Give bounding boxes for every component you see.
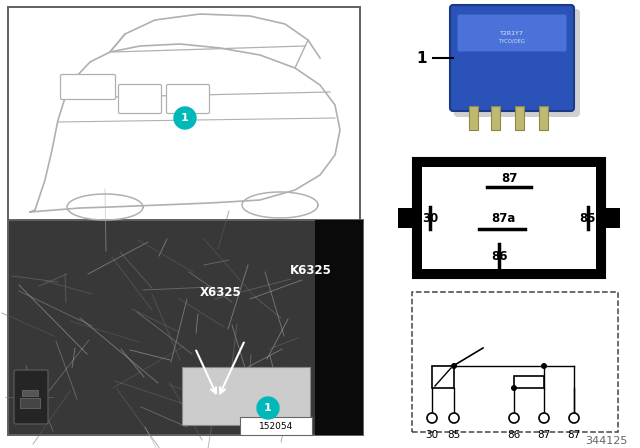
Circle shape xyxy=(449,413,459,423)
Text: 30: 30 xyxy=(426,430,438,440)
Bar xyxy=(8,220,363,435)
FancyBboxPatch shape xyxy=(457,14,567,52)
FancyBboxPatch shape xyxy=(450,5,574,111)
Text: 85: 85 xyxy=(580,211,596,224)
Text: 86: 86 xyxy=(491,250,508,263)
FancyBboxPatch shape xyxy=(166,85,209,113)
Bar xyxy=(398,208,413,228)
Text: TYCO/OEG: TYCO/OEG xyxy=(499,39,525,43)
Bar xyxy=(22,390,38,396)
Text: 87a: 87a xyxy=(491,211,515,224)
Text: 87: 87 xyxy=(568,430,580,440)
Text: 152054: 152054 xyxy=(259,422,293,431)
Bar xyxy=(491,106,500,130)
Bar xyxy=(8,7,360,222)
Text: 87: 87 xyxy=(501,172,517,185)
Circle shape xyxy=(509,413,519,423)
Text: 1: 1 xyxy=(264,403,272,413)
FancyBboxPatch shape xyxy=(14,370,48,424)
Circle shape xyxy=(539,413,549,423)
Circle shape xyxy=(569,413,579,423)
Bar xyxy=(539,106,548,130)
Bar xyxy=(413,158,605,278)
FancyBboxPatch shape xyxy=(118,85,161,113)
Text: 1: 1 xyxy=(181,113,189,123)
FancyBboxPatch shape xyxy=(454,9,580,117)
Text: X6325: X6325 xyxy=(200,285,242,298)
Bar xyxy=(514,376,544,388)
Text: 30: 30 xyxy=(422,211,438,224)
Bar xyxy=(412,292,618,432)
Text: T2R1Y7: T2R1Y7 xyxy=(500,30,524,35)
Text: 85: 85 xyxy=(447,430,461,440)
FancyBboxPatch shape xyxy=(61,74,115,99)
Circle shape xyxy=(451,363,457,369)
Bar xyxy=(422,167,596,269)
Bar xyxy=(20,398,40,408)
Text: 87: 87 xyxy=(538,430,550,440)
Circle shape xyxy=(541,363,547,369)
Bar xyxy=(605,208,620,228)
Circle shape xyxy=(174,107,196,129)
Bar xyxy=(515,106,524,130)
Bar xyxy=(240,417,312,435)
Bar xyxy=(432,366,454,388)
Text: 1: 1 xyxy=(417,51,427,65)
Text: 344125: 344125 xyxy=(586,436,628,446)
Circle shape xyxy=(427,413,437,423)
Bar xyxy=(182,367,310,425)
Bar xyxy=(469,106,478,130)
Text: K6325: K6325 xyxy=(290,263,332,276)
Circle shape xyxy=(257,397,279,419)
Bar xyxy=(315,220,363,435)
Circle shape xyxy=(511,385,517,391)
Text: 86: 86 xyxy=(508,430,520,440)
